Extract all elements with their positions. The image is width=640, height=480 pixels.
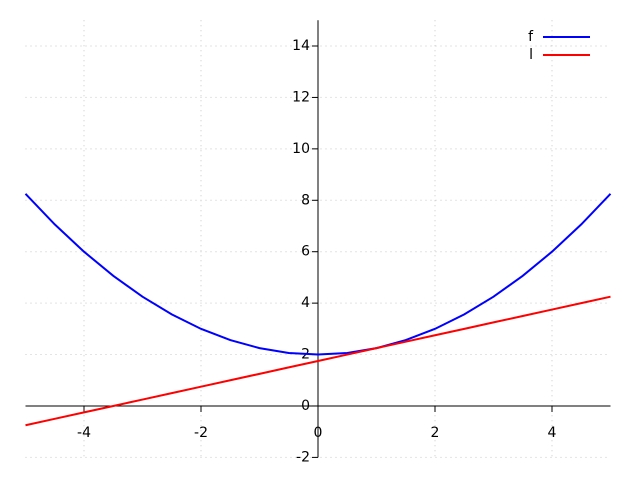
line-series xyxy=(25,295,611,427)
y-tick-label: 14 xyxy=(292,38,310,54)
x-tick-label: 4 xyxy=(548,425,557,441)
line-series xyxy=(24,193,612,356)
y-tick-label: 6 xyxy=(301,244,310,260)
y-tick-label: 12 xyxy=(292,89,310,105)
y-tick-label: 10 xyxy=(292,141,310,157)
x-tick-label: -2 xyxy=(194,425,208,441)
x-tick-label: 2 xyxy=(431,425,440,441)
y-tick-label: 8 xyxy=(301,192,310,208)
y-tick-label: -2 xyxy=(296,449,310,465)
x-tick-label: -4 xyxy=(77,425,91,441)
legend-label: l xyxy=(529,47,533,63)
legend-label: f xyxy=(528,29,534,45)
y-tick-label: 4 xyxy=(301,295,310,311)
